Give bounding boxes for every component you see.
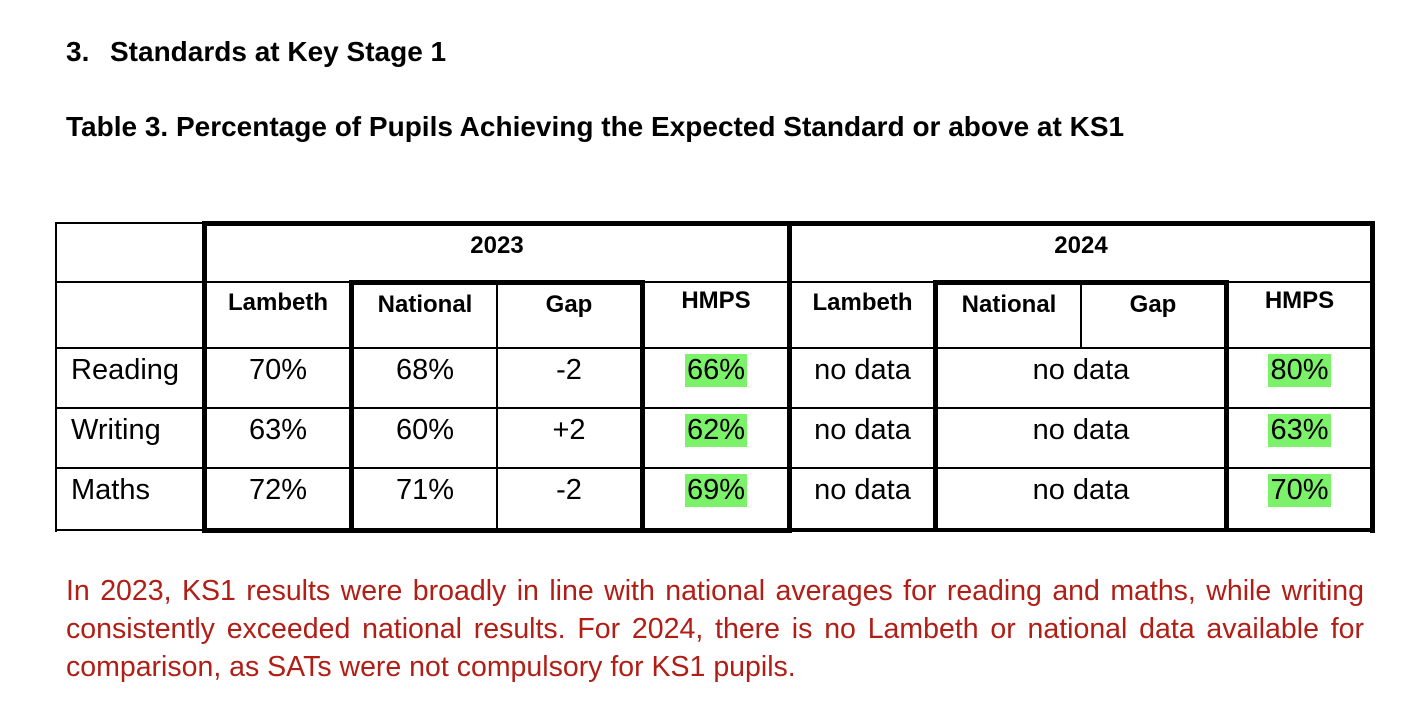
col-line-gap-2024	[1080, 283, 1082, 349]
cell-maths-gap-2023: -2	[556, 473, 582, 506]
row-label-maths: Maths	[71, 473, 150, 506]
cell-reading-hmps-2024: 80%	[1229, 349, 1370, 391]
cell-reading-lambeth-2023: 70%	[248, 353, 308, 386]
col-header-national-2023: National	[377, 291, 473, 318]
cell-reading-gap-2023: -2	[556, 353, 582, 386]
row-label-reading: Reading	[71, 353, 180, 386]
cell-reading-national-gap-2024: no data	[1032, 353, 1130, 386]
cell-maths-hmps-2023: 69%	[645, 469, 787, 511]
cell-maths-national-gap-2024: no data	[1032, 473, 1130, 506]
cell-reading-national-2023: 68%	[395, 353, 455, 386]
cell-maths-lambeth-2023: 72%	[248, 473, 308, 506]
row-line-3	[55, 407, 1375, 409]
block-2023-right	[787, 221, 792, 533]
year-header-2023: 2023	[470, 232, 524, 259]
block-2023-top	[202, 221, 792, 226]
row-line-4	[55, 467, 1375, 469]
block-2023-bottom	[202, 528, 792, 533]
col-header-hmps-2023: HMPS	[681, 287, 751, 314]
cell-maths-lambeth-2024: no data	[814, 473, 911, 506]
cell-writing-hmps-2024: 63%	[1229, 409, 1370, 451]
section-heading: 3. Standards at Key Stage 1	[66, 36, 446, 68]
highlight-reading-hmps-2023: 66%	[684, 353, 748, 387]
cell-writing-gap-2023: +2	[552, 413, 586, 446]
block-2024-top	[787, 221, 1375, 226]
box-national-2023-right	[640, 280, 645, 532]
table-border-top-left	[55, 222, 205, 224]
box-national-2023-left	[349, 280, 354, 532]
row-label-writing: Writing	[71, 413, 161, 446]
cell-reading-lambeth-2024: no data	[814, 353, 911, 386]
table-border-bottom-left	[55, 529, 205, 531]
cell-writing-lambeth-2024: no data	[814, 413, 911, 446]
box-national-2023-top	[349, 280, 644, 285]
section-title: Standards at Key Stage 1	[110, 36, 447, 67]
highlight-writing-hmps-2024: 63%	[1268, 413, 1331, 447]
col-header-gap-2024: Gap	[1129, 291, 1177, 318]
col-header-lambeth-2023: Lambeth	[227, 289, 328, 316]
table-border-right	[1370, 222, 1375, 533]
block-2024-bottom	[787, 528, 1375, 532]
highlight-reading-hmps-2024: 80%	[1268, 353, 1331, 387]
row-line-1	[55, 281, 1375, 283]
year-header-2024: 2024	[1054, 232, 1108, 259]
box-national-2024-right	[1224, 280, 1229, 532]
col-header-hmps-2024: HMPS	[1264, 287, 1335, 314]
highlight-maths-hmps-2023: 69%	[684, 473, 748, 507]
col-header-gap-2023: Gap	[545, 291, 593, 318]
commentary-paragraph: In 2023, KS1 results were broadly in lin…	[66, 575, 1364, 683]
highlight-maths-hmps-2024: 70%	[1268, 473, 1331, 507]
highlight-writing-hmps-2023: 62%	[684, 413, 748, 447]
box-national-2024-left	[933, 280, 938, 532]
cell-writing-lambeth-2023: 63%	[248, 413, 308, 446]
cell-reading-hmps-2023: 66%	[645, 349, 787, 391]
cell-writing-hmps-2023: 62%	[645, 409, 787, 451]
cell-writing-national-2023: 60%	[395, 413, 455, 446]
col-header-lambeth-2024: Lambeth	[812, 289, 913, 316]
cell-maths-national-2023: 71%	[395, 473, 455, 506]
cell-maths-hmps-2024: 70%	[1229, 469, 1370, 511]
cell-writing-national-gap-2024: no data	[1032, 413, 1130, 446]
row-line-2	[55, 347, 1375, 349]
section-number: 3.	[66, 36, 90, 67]
table-border-left	[55, 222, 57, 532]
box-national-2024-top	[933, 280, 1229, 285]
block-2023-left	[202, 221, 207, 533]
col-header-national-2024: National	[961, 291, 1057, 318]
table-title: Table 3. Percentage of Pupils Achieving …	[66, 111, 1125, 142]
col-line-gap-2023	[496, 283, 498, 531]
